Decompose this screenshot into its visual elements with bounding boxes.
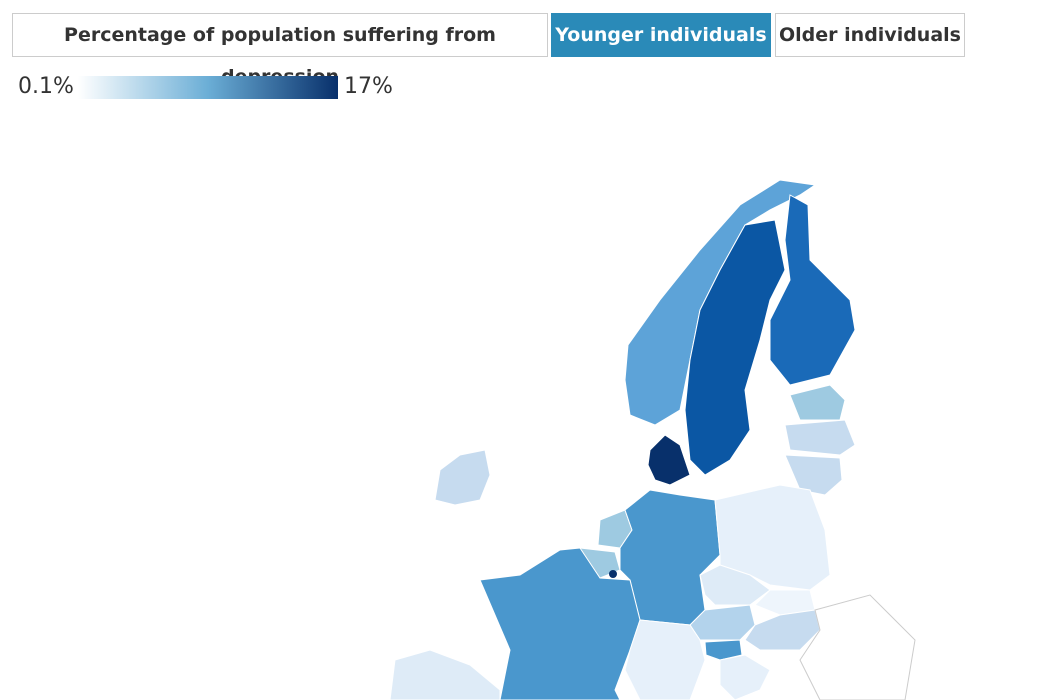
latvia[interactable] [784,419,856,456]
france[interactable] [479,547,641,700]
denmark[interactable] [647,434,691,486]
croatia[interactable] [719,654,771,700]
hungary[interactable] [744,609,821,651]
legend-min: 0.1% [18,74,74,99]
lithuania[interactable] [784,454,843,496]
italy[interactable] [624,619,706,700]
tab[interactable]: Percentage of population suffering from … [12,13,548,88]
legend-max: 17% [344,74,393,99]
sweden[interactable] [684,219,786,476]
finland[interactable] [769,194,856,386]
czechia[interactable] [699,564,771,606]
luxembourg[interactable] [609,570,617,578]
ireland[interactable] [434,449,491,506]
legend-gradient [78,76,338,99]
spain[interactable] [389,649,501,700]
countries [389,179,916,700]
romania[interactable] [799,594,916,700]
estonia[interactable] [789,384,846,421]
tab[interactable]: Older individuals [775,13,965,57]
tab-selected[interactable]: Younger individuals [551,13,771,57]
